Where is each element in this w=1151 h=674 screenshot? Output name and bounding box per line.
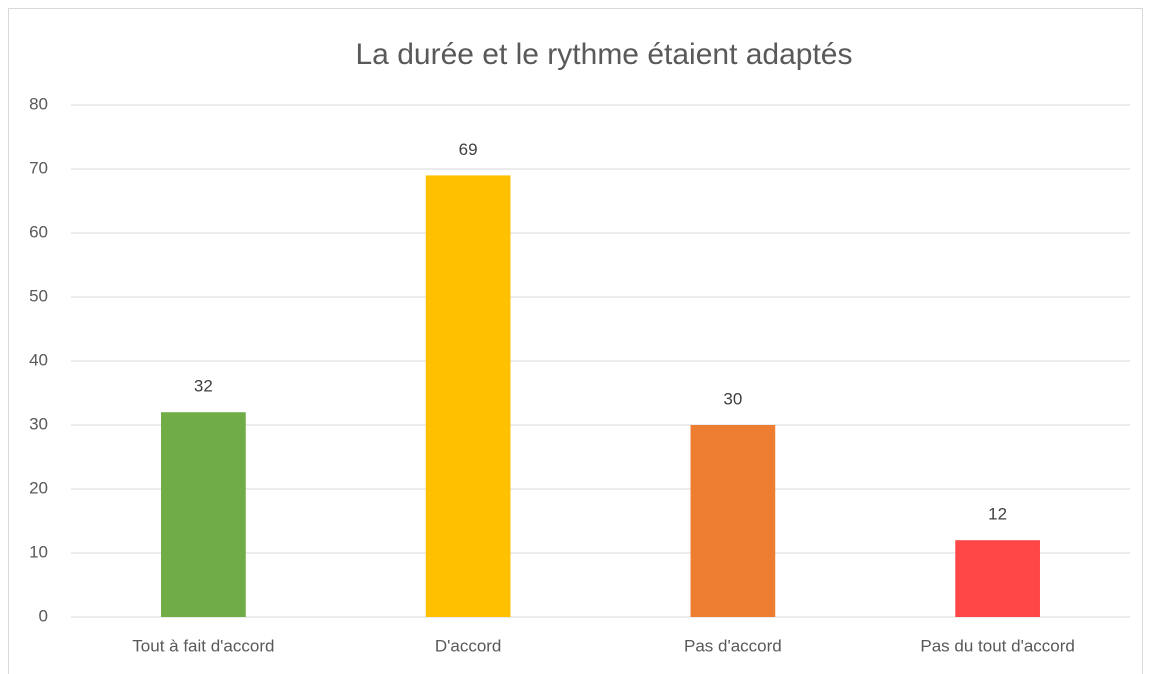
x-tick-label: Pas d'accord (684, 636, 782, 655)
y-tick-label: 40 (29, 350, 48, 369)
y-tick-label: 0 (39, 606, 48, 625)
bar (690, 425, 776, 617)
data-label: 12 (988, 505, 1007, 524)
y-tick-label: 50 (29, 286, 48, 305)
chart-title: La durée et le rythme étaient adaptés (356, 38, 853, 71)
data-label: 69 (459, 140, 478, 159)
y-tick-label: 20 (29, 478, 48, 497)
y-tick-label: 80 (29, 94, 48, 113)
y-tick-label: 30 (29, 414, 48, 433)
y-tick-label: 70 (29, 158, 48, 177)
y-tick-label: 10 (29, 542, 48, 561)
x-tick-label: D'accord (435, 636, 502, 655)
x-tick-label: Tout à fait d'accord (132, 636, 274, 655)
x-tick-label: Pas du tout d'accord (920, 636, 1074, 655)
bar (955, 540, 1040, 617)
data-label: 32 (194, 377, 213, 396)
data-label: 30 (723, 389, 742, 408)
bar (161, 412, 246, 617)
bar (425, 175, 511, 617)
y-tick-label: 60 (29, 222, 48, 241)
